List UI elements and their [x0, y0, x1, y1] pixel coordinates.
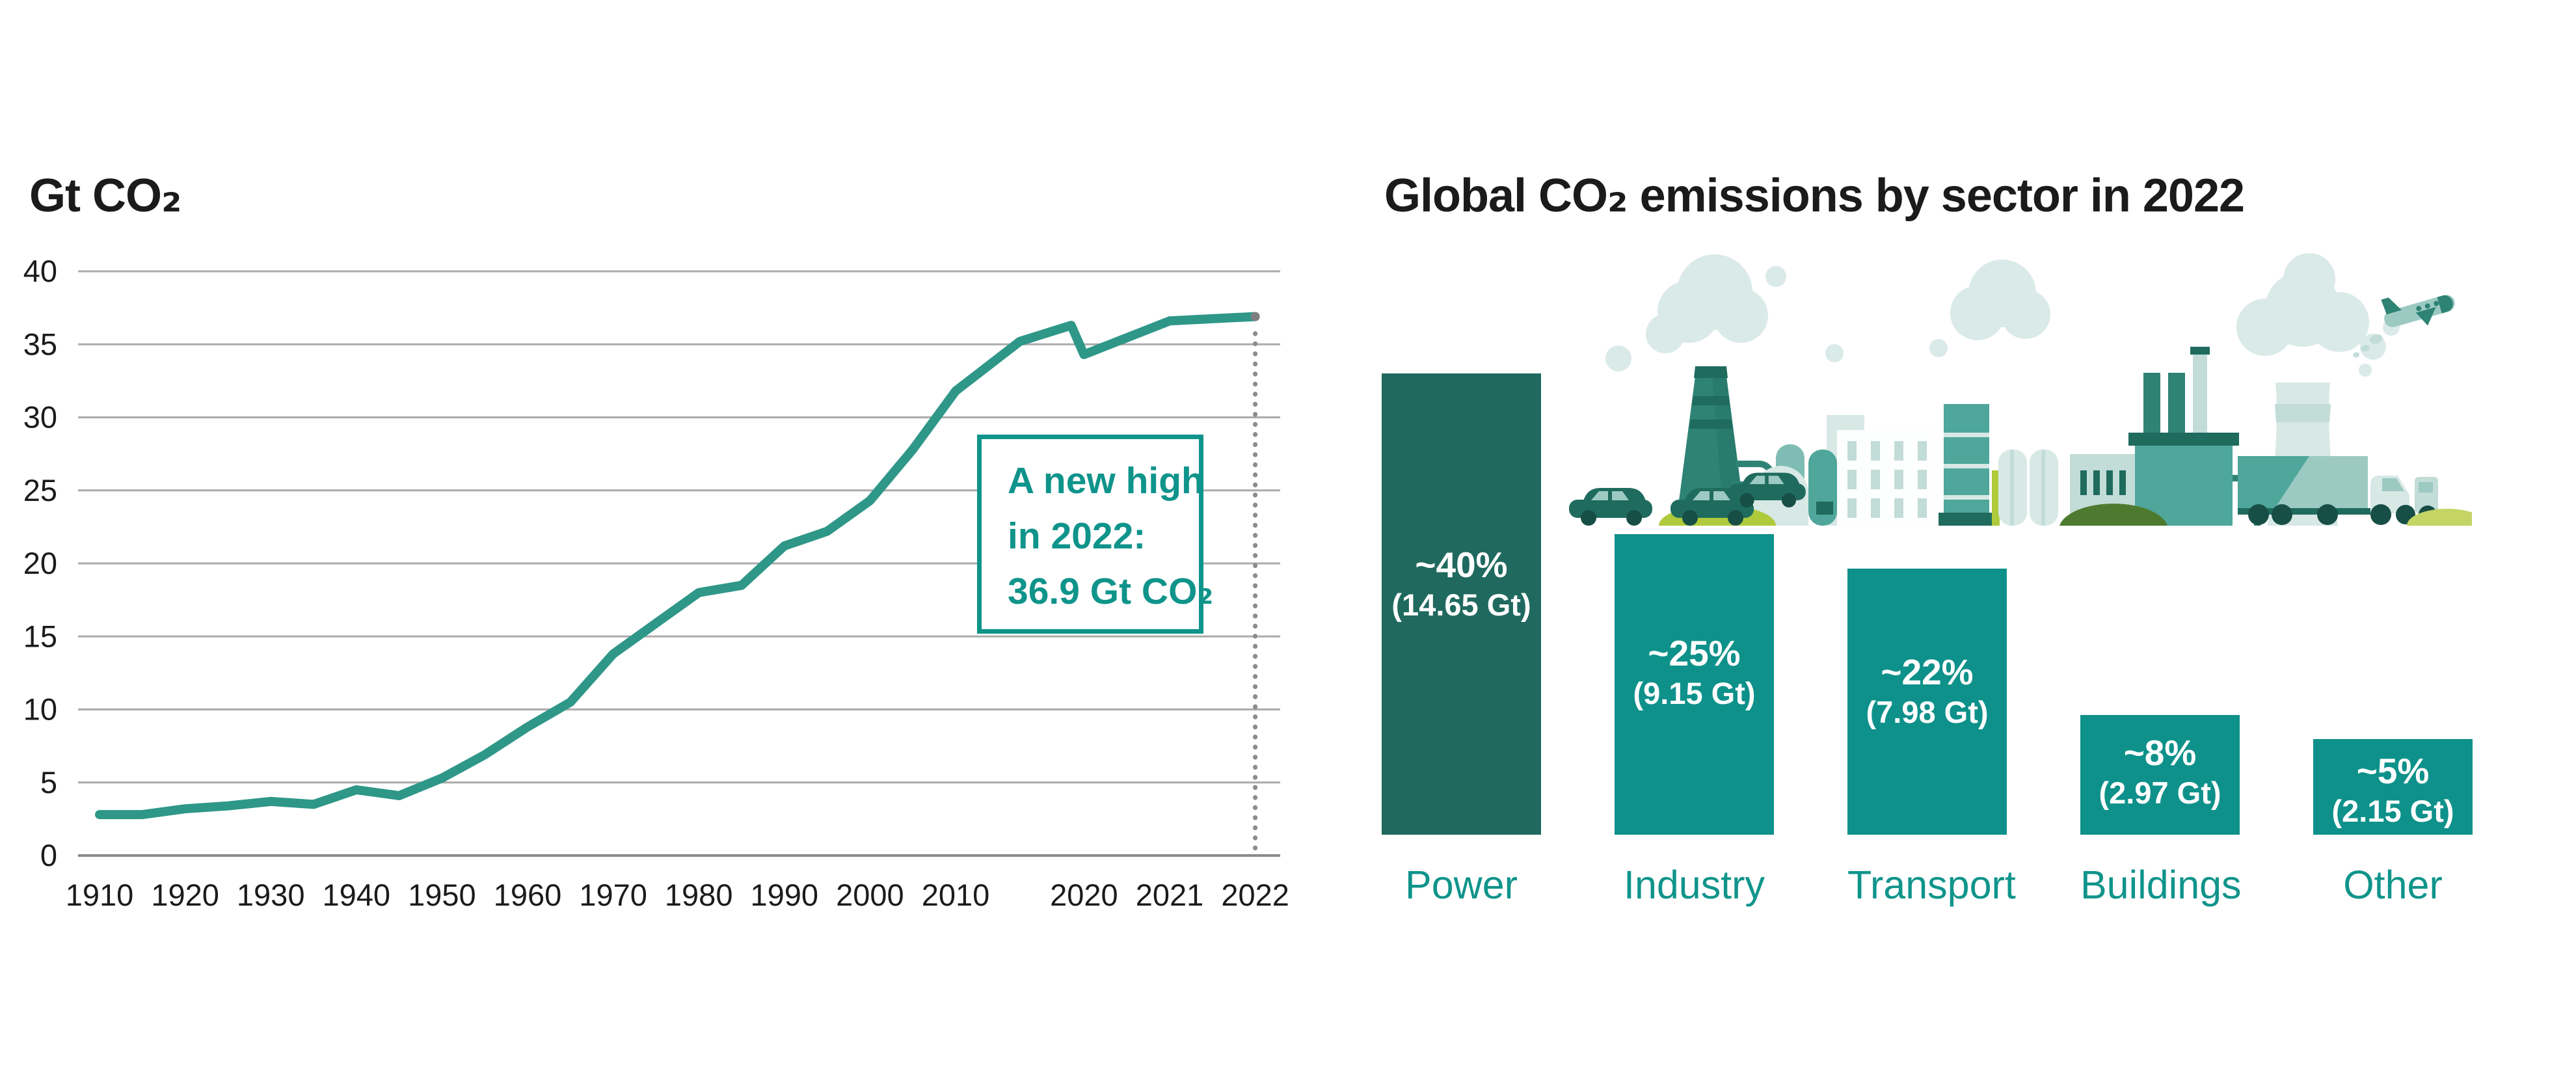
- bar-label-buildings: Buildings: [2080, 863, 2242, 907]
- factory-icon: [2070, 347, 2261, 526]
- x-tick-1930: 1930: [237, 878, 305, 912]
- silos-icon: [1992, 450, 2058, 526]
- hill-icon: [2407, 509, 2472, 526]
- x-tick-1970: 1970: [579, 878, 647, 912]
- y-tick-5: 5: [40, 765, 57, 800]
- bar-label-other: Other: [2343, 863, 2443, 907]
- x-tick-2022: 2022: [1221, 878, 1289, 912]
- y-tick-35: 35: [23, 327, 57, 361]
- industry-tower-icon: [1939, 404, 1994, 526]
- window-grid-icon: [1847, 441, 1927, 518]
- y-tick-15: 15: [23, 619, 57, 653]
- truck-icon: [2238, 456, 2438, 525]
- y-tick-25: 25: [23, 473, 57, 507]
- x-tick-2000: 2000: [836, 878, 904, 912]
- bar-industry: ~25% (9.15 Gt): [1615, 534, 1774, 835]
- bar-value-pct: ~40%: [1415, 545, 1508, 585]
- industry-illustration: [1569, 253, 2472, 526]
- bar-value-pct: ~5%: [2356, 751, 2430, 791]
- bar-label-power: Power: [1405, 863, 1518, 907]
- annotation-line-2: in 2022:: [1008, 515, 1146, 557]
- smoke-cloud-icon: [1605, 253, 2400, 377]
- x-tick-2010: 2010: [922, 878, 990, 912]
- bar-value-pct: ~25%: [1648, 633, 1741, 673]
- airplane-icon: [2353, 295, 2455, 358]
- x-tick-1960: 1960: [494, 878, 562, 912]
- bar-buildings: ~8% (2.97 Gt): [2080, 715, 2240, 835]
- y-tick-10: 10: [23, 692, 57, 727]
- bar-power: ~40% (14.65 Gt): [1382, 373, 1541, 835]
- y-tick-40: 40: [23, 254, 57, 288]
- bar-label-industry: Industry: [1624, 863, 1765, 907]
- y-tick-20: 20: [23, 546, 57, 580]
- x-tick-1980: 1980: [665, 878, 733, 912]
- y-tick-0: 0: [40, 838, 57, 872]
- y-tick-30: 30: [23, 400, 57, 435]
- bar-value-pct: ~22%: [1881, 652, 1974, 692]
- x-tick-1920: 1920: [151, 878, 219, 912]
- series-endpoint-dot: [1250, 312, 1260, 321]
- annotation-line-1: A new high: [1008, 460, 1204, 502]
- car-icon: [1569, 472, 1806, 526]
- annotation-line-3: 36.9 Gt CO₂: [1008, 570, 1214, 613]
- bar-other: ~5% (2.15 Gt): [2313, 739, 2473, 835]
- x-tick-1940: 1940: [323, 878, 391, 912]
- bar-label-transport: Transport: [1847, 863, 2016, 907]
- office-building-icon: [1837, 430, 1935, 526]
- x-tick-1990: 1990: [751, 878, 819, 912]
- bar-value-gt: (2.15 Gt): [2331, 794, 2454, 828]
- annotation-box: A new high in 2022: 36.9 Gt CO₂: [977, 435, 1214, 634]
- emissions-line-series: [95, 312, 1260, 820]
- left-chart-title: Gt CO₂: [29, 168, 182, 222]
- bar-value-gt: (7.98 Gt): [1866, 695, 1989, 729]
- bar-value-gt: (2.97 Gt): [2099, 775, 2221, 810]
- bar-transport: ~22% (7.98 Gt): [1847, 569, 2007, 835]
- bush-dark-icon: [2059, 504, 2167, 526]
- x-tick-2021: 2021: [1136, 878, 1204, 912]
- bar-value-gt: (9.15 Gt): [1633, 676, 1756, 710]
- x-tick-1910: 1910: [66, 878, 134, 912]
- right-chart-title: Global CO₂ emissions by sector in 2022: [1384, 168, 2245, 222]
- x-tick-1950: 1950: [408, 878, 476, 912]
- bar-value-pct: ~8%: [2123, 733, 2197, 773]
- bar-value-gt: (14.65 Gt): [1391, 587, 1531, 622]
- x-tick-2020: 2020: [1050, 878, 1118, 912]
